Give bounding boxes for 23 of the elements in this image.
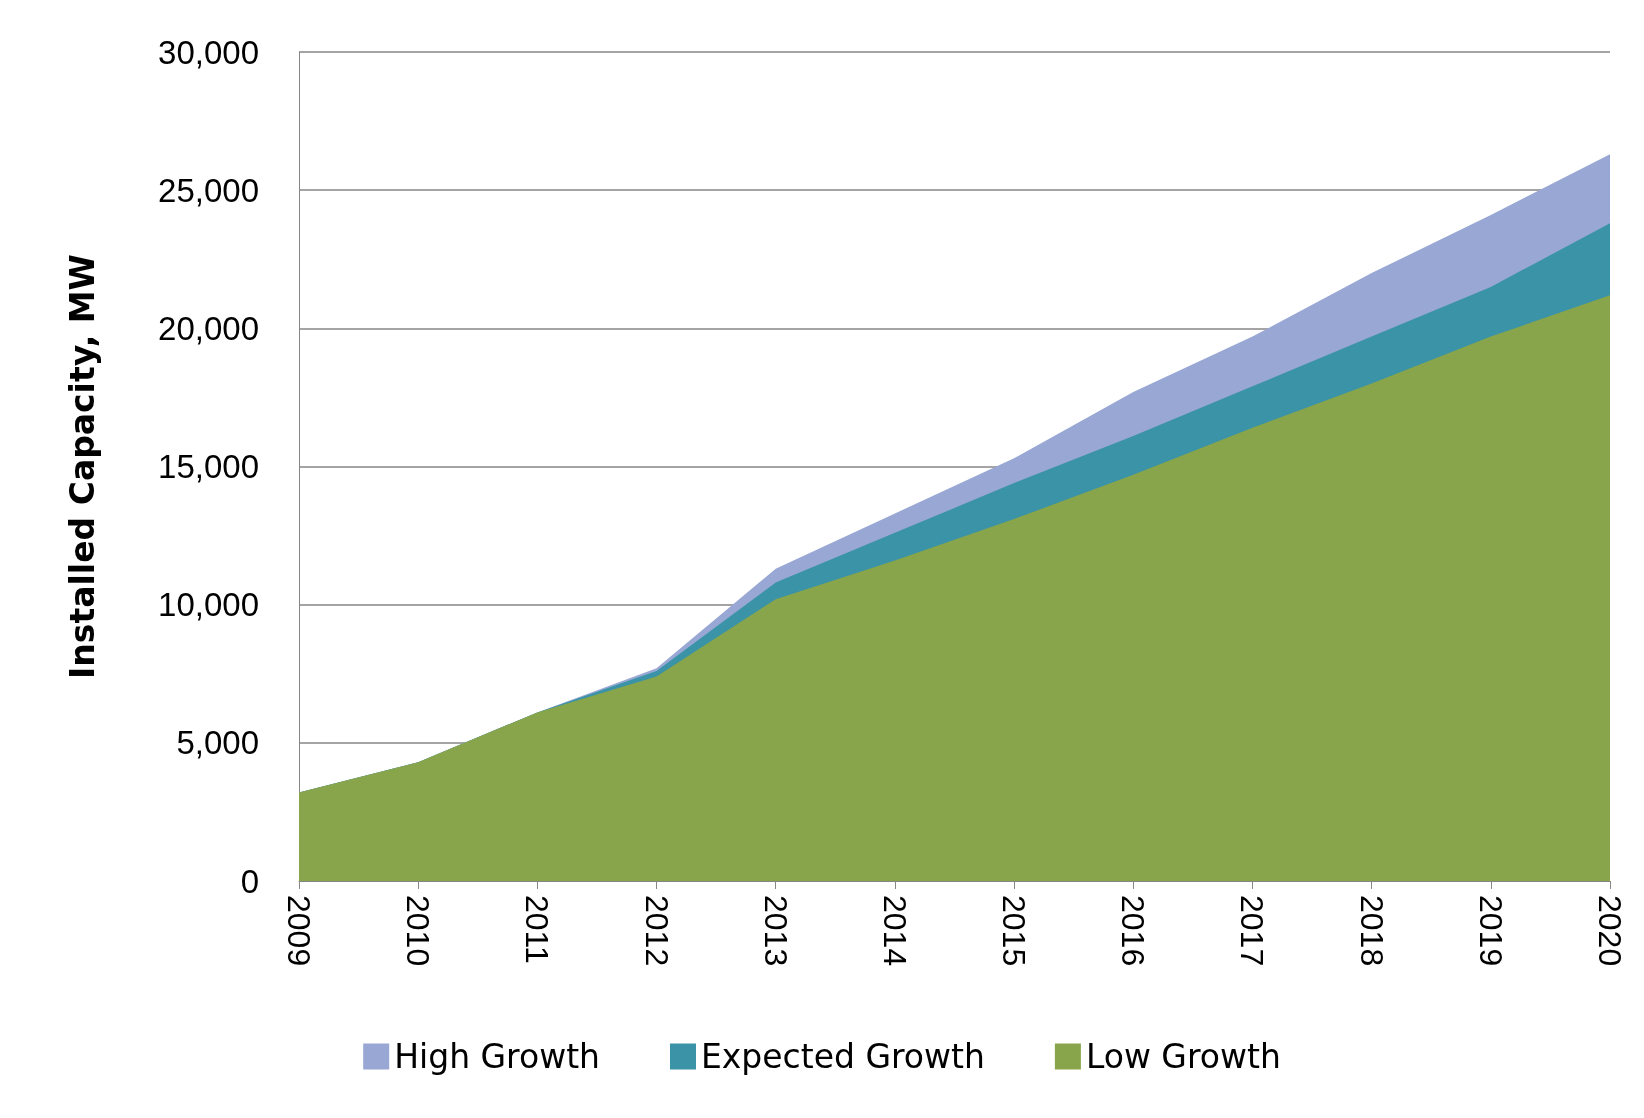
y-tick-label: 20,000	[158, 309, 259, 347]
x-tick-label: 2020	[1592, 895, 1628, 967]
x-tick-label: 2018	[1353, 895, 1390, 967]
y-tick-label: 25,000	[158, 171, 259, 209]
x-tick-label: 2016	[1115, 895, 1152, 967]
y-tick-label: 15,000	[158, 448, 259, 485]
y-tick-label: 5,000	[176, 724, 259, 762]
x-tick-label: 2009	[281, 895, 317, 967]
x-tick-label: 2012	[638, 895, 675, 967]
legend-label: High Growth	[394, 1037, 600, 1076]
y-tick-label: 0	[240, 862, 259, 900]
y-tick-label: 10,000	[158, 586, 259, 624]
x-tick-label: 2015	[996, 895, 1033, 967]
x-tick-label: 2017	[1234, 895, 1271, 967]
legend-label: Expected Growth	[700, 1037, 985, 1076]
x-tick-label: 2013	[757, 895, 794, 967]
x-tick-label: 2010	[400, 895, 437, 967]
x-tick-label: 2011	[519, 895, 556, 964]
legend-label: Low Growth	[1085, 1037, 1281, 1076]
y-axis-title: Installed Capacity, MW	[63, 254, 102, 679]
x-tick-label: 2019	[1472, 895, 1509, 967]
x-tick-label: 2014	[876, 895, 913, 967]
y-tick-label: 30,000	[158, 33, 259, 71]
